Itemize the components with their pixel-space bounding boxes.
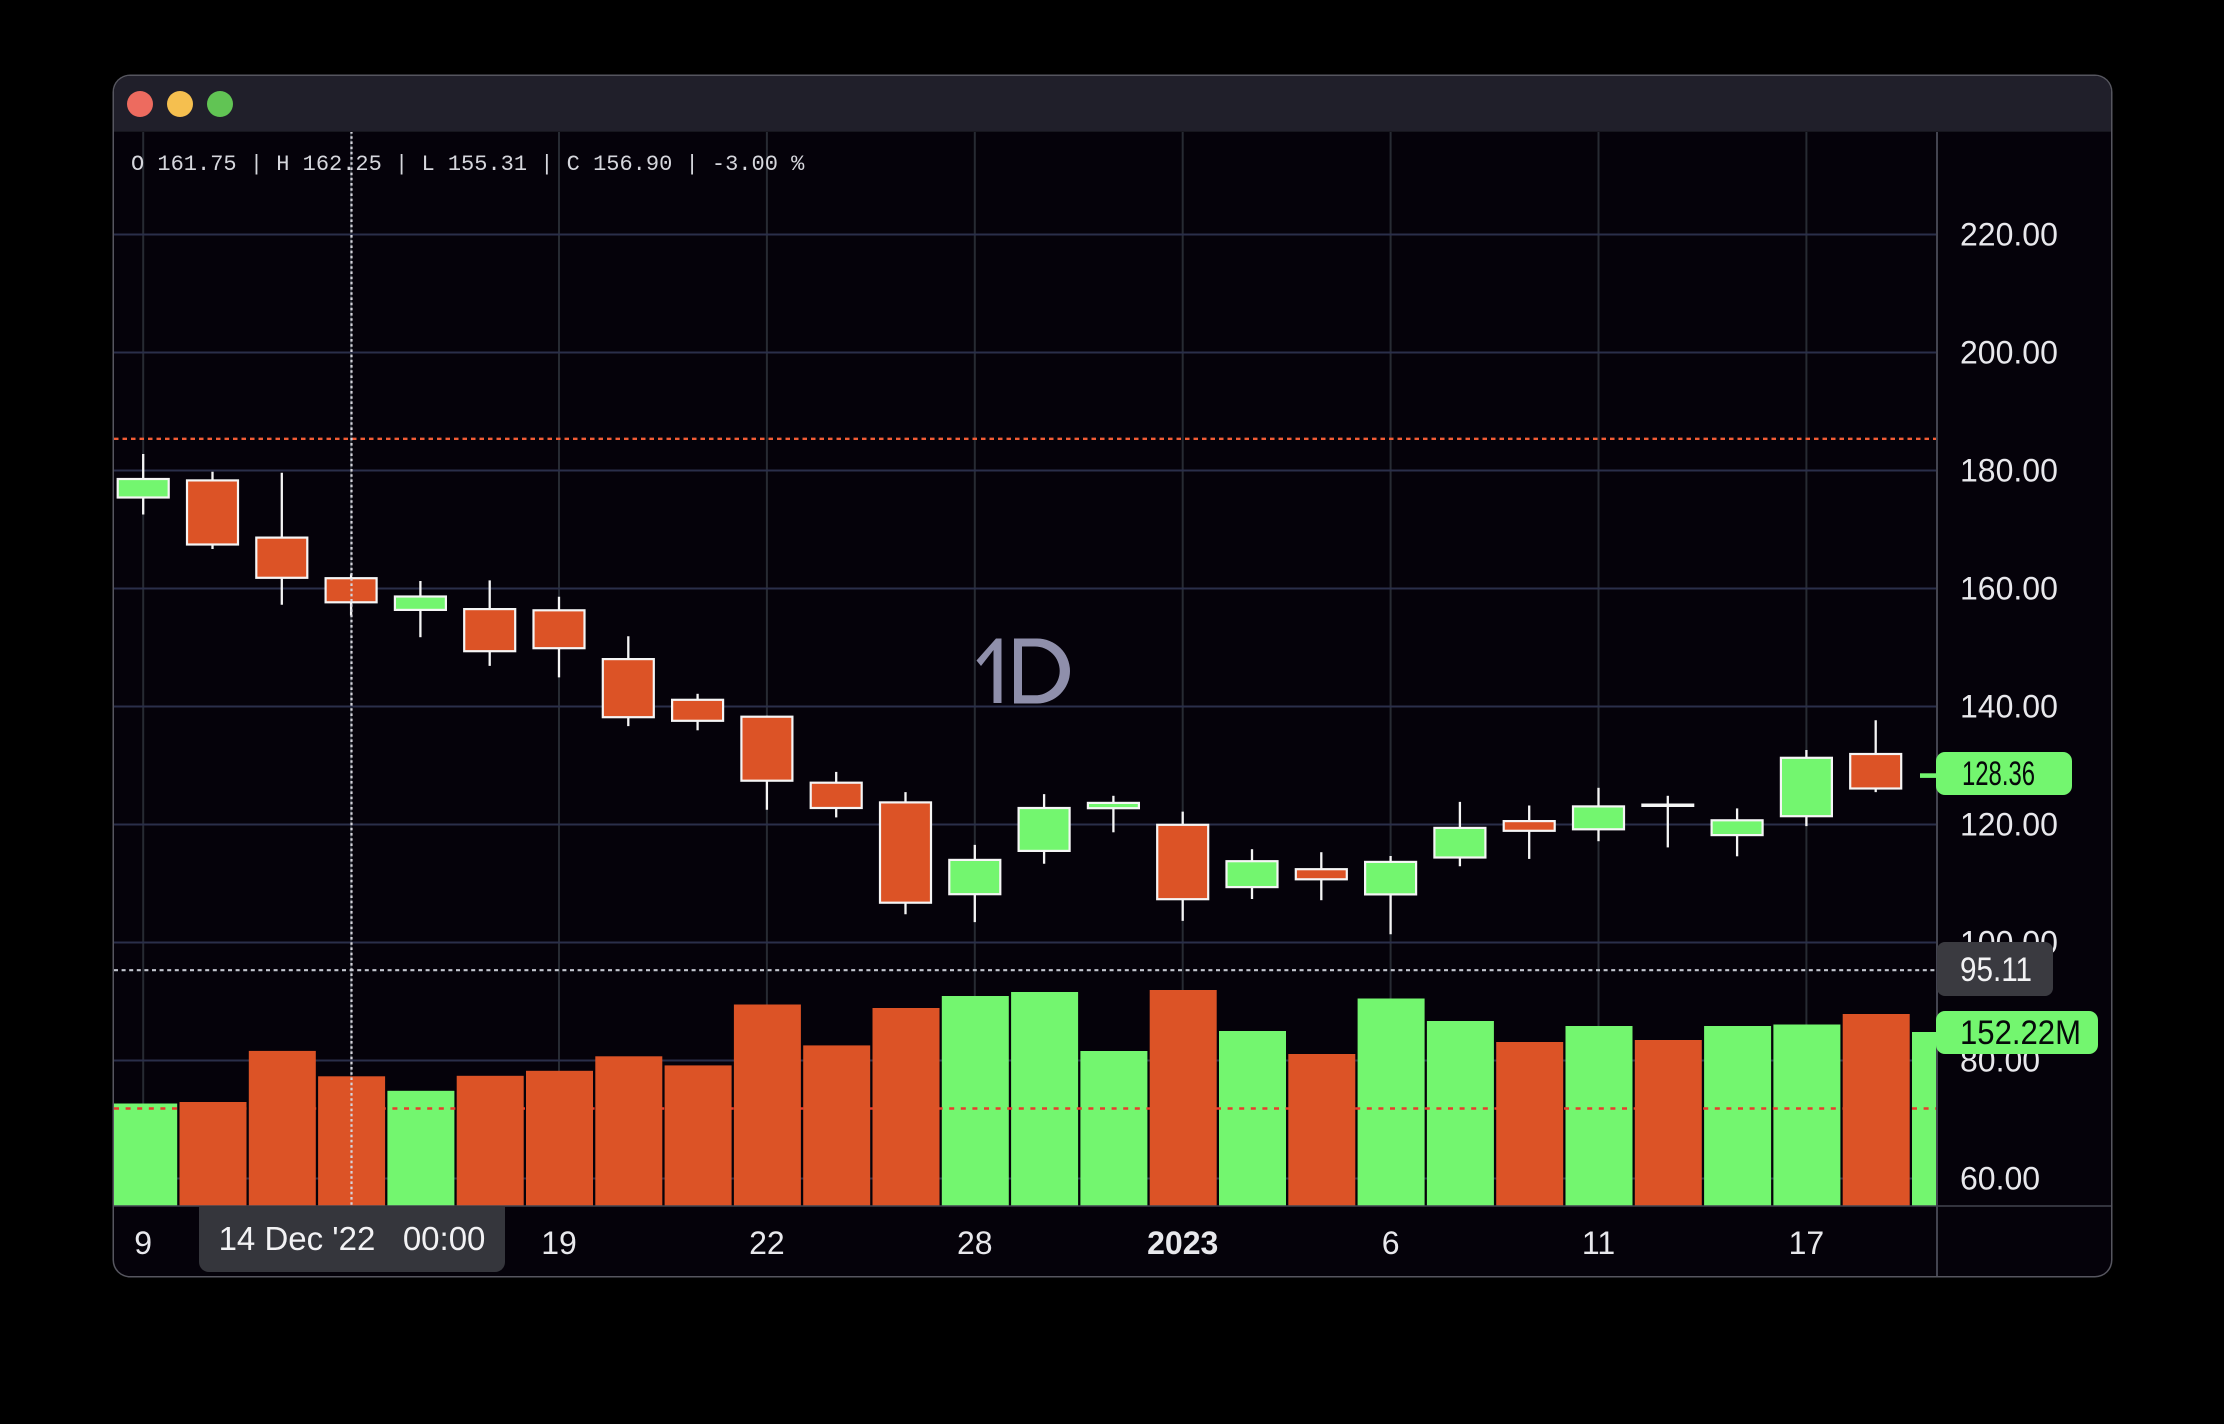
svg-text:128.36: 128.36 <box>1962 755 2035 793</box>
svg-text:95.11: 95.11 <box>1960 951 2032 989</box>
svg-text:180.00: 180.00 <box>1960 453 2058 489</box>
svg-text:17: 17 <box>1789 1225 1825 1261</box>
svg-text:28: 28 <box>957 1225 993 1261</box>
svg-text:14 Dec '22 00:00: 14 Dec '22 00:00 <box>219 1220 486 1257</box>
svg-text:2023: 2023 <box>1147 1225 1218 1261</box>
svg-text:152.22M: 152.22M <box>1960 1014 2081 1052</box>
svg-text:19: 19 <box>541 1225 577 1261</box>
svg-text:22: 22 <box>749 1225 785 1261</box>
svg-text:200.00: 200.00 <box>1960 335 2058 371</box>
svg-text:6: 6 <box>1382 1225 1400 1261</box>
svg-text:9: 9 <box>134 1225 152 1261</box>
svg-text:120.00: 120.00 <box>1960 807 2058 843</box>
svg-text:140.00: 140.00 <box>1960 689 2058 725</box>
svg-text:220.00: 220.00 <box>1960 217 2058 253</box>
svg-text:60.00: 60.00 <box>1960 1161 2040 1197</box>
svg-text:11: 11 <box>1582 1225 1615 1261</box>
svg-text:160.00: 160.00 <box>1960 571 2058 607</box>
